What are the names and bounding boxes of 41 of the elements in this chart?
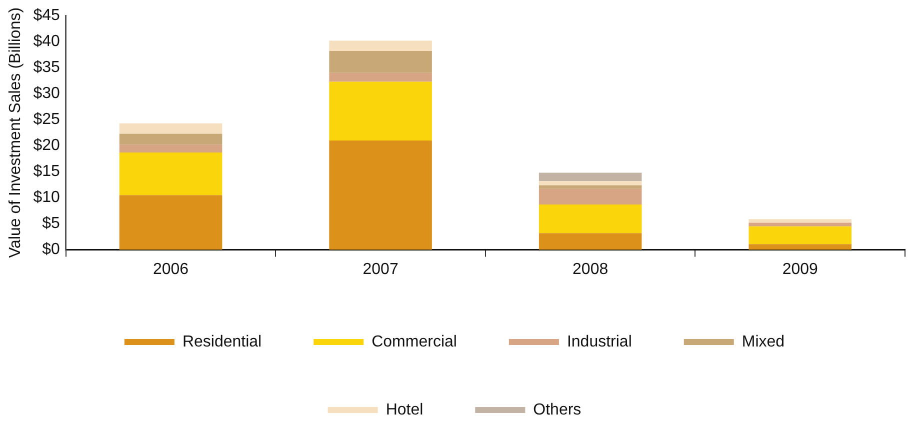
y-tick-label: $0 bbox=[42, 241, 60, 258]
y-axis-title: Value of Investment Sales (Billions) bbox=[7, 7, 24, 258]
legend-label: Residential bbox=[182, 333, 262, 350]
y-tick-label: $40 bbox=[33, 33, 60, 50]
legend-label: Others bbox=[533, 401, 582, 418]
x-tick-label: 2007 bbox=[362, 260, 398, 278]
bar bbox=[538, 233, 642, 250]
bar bbox=[329, 140, 432, 250]
bar bbox=[119, 134, 222, 145]
bar bbox=[119, 195, 222, 250]
bar bbox=[329, 72, 432, 82]
bar bbox=[748, 222, 852, 226]
bar bbox=[119, 123, 222, 134]
bar bbox=[119, 144, 222, 152]
y-tick-label: $20 bbox=[33, 137, 60, 154]
y-tick-label: $30 bbox=[33, 85, 60, 102]
y-tick-label: $15 bbox=[33, 163, 60, 180]
bar bbox=[329, 50, 432, 73]
y-tick-label: $25 bbox=[33, 111, 60, 128]
bar bbox=[538, 172, 642, 182]
bar bbox=[748, 244, 852, 250]
bar bbox=[538, 204, 642, 234]
bar bbox=[748, 226, 852, 244]
legend-label: Hotel bbox=[386, 401, 424, 418]
x-tick-label: 2009 bbox=[782, 260, 818, 278]
bar bbox=[329, 82, 432, 141]
y-tick-label: $10 bbox=[33, 189, 60, 206]
x-tick-label: 2008 bbox=[572, 260, 608, 278]
x-tick-label: 2006 bbox=[152, 260, 189, 278]
y-tick-label: $45 bbox=[33, 7, 60, 24]
bar bbox=[538, 185, 642, 189]
bar bbox=[748, 219, 852, 223]
y-tick-label: $5 bbox=[42, 215, 60, 232]
y-tick-label: $35 bbox=[33, 59, 60, 76]
bar bbox=[119, 152, 222, 196]
bar bbox=[329, 40, 432, 51]
legend-label: Industrial bbox=[566, 333, 632, 350]
legend-label: Mixed bbox=[742, 333, 785, 350]
bar bbox=[538, 188, 642, 205]
legend-label: Commercial bbox=[372, 333, 457, 350]
bar bbox=[538, 181, 642, 186]
